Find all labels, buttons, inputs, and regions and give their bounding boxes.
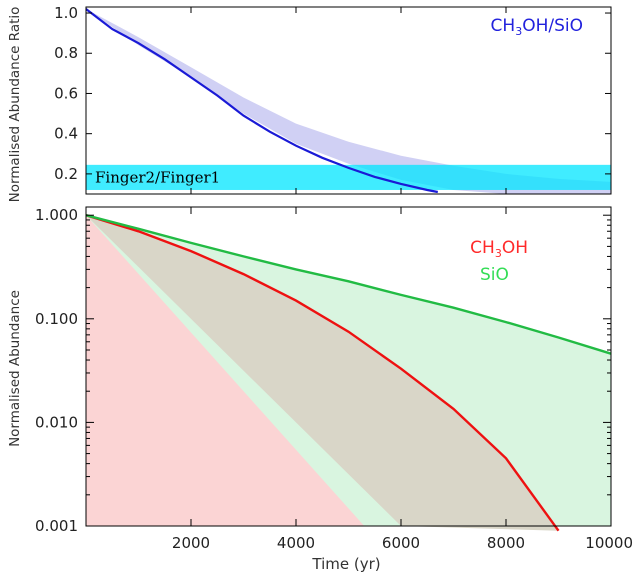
- legend-text-part: CH: [470, 238, 495, 258]
- top-y-tick-label: 0.4: [54, 125, 78, 143]
- x-axis-title: Time (yr): [311, 555, 380, 573]
- shaded-range-ch3oh-sio: [86, 9, 611, 194]
- bottom-y-tick-label: 0.100: [35, 310, 78, 328]
- series-line-ch3oh-sio: [85, 8, 439, 194]
- top-y-tick-label: 1.0: [54, 4, 78, 22]
- top-y-tick-label: 0.2: [54, 165, 78, 183]
- bottom-plot-frame: [85, 206, 612, 527]
- x-tick-label: 2000: [172, 534, 210, 552]
- legend-ch3oh: CH3OH: [470, 238, 528, 260]
- series-line-ch3oh: [85, 214, 560, 532]
- top-shaded-range: [86, 9, 611, 194]
- shaded-range-ch3oh: [86, 215, 365, 526]
- legend-subscript: 3: [495, 247, 502, 260]
- bottom-shaded-ranges: [86, 215, 611, 531]
- bottom-y-tick-label: 0.001: [35, 517, 78, 535]
- top-y-axis-title: Normalised Abundance Ratio: [7, 7, 23, 203]
- legend-text-part: OH/SiO: [522, 16, 583, 36]
- top-y-tick-label: 0.8: [54, 44, 78, 62]
- legend-text-part: SiO: [480, 265, 509, 285]
- top-y-tick-label: 0.6: [54, 84, 78, 102]
- x-tick-label: 4000: [277, 534, 315, 552]
- top-plot-frame: [85, 6, 612, 195]
- legend-sio: SiO: [480, 265, 509, 285]
- top-ticks: 1.0 0.8 0.6 0.4 0.2: [54, 4, 612, 194]
- bottom-panel: 1.000 0.100 0.010 0.001 2000 4000 6000 8000 1000…: [7, 206, 633, 573]
- bottom-y-tick-label: 0.010: [35, 413, 78, 431]
- legend-text-part: CH: [491, 16, 516, 36]
- legend-subscript: 3: [515, 25, 522, 38]
- top-panel: Finger2/Finger1 1.0 0.8 0.6 0.4 0.2 CH3OH/Si…: [7, 4, 612, 203]
- bottom-series-lines: [85, 214, 612, 532]
- legend-text-part: OH: [502, 238, 528, 258]
- bottom-y-tick-label: 1.000: [35, 206, 78, 224]
- bottom-ticks: 1.000 0.100 0.010 0.001 2000 4000 6000 8000 1000…: [35, 206, 633, 552]
- x-tick-label: 6000: [382, 534, 420, 552]
- legend-ch3oh-sio: CH3OH/SiO: [491, 16, 583, 38]
- series-line-sio: [85, 214, 612, 355]
- band-label: Finger2/Finger1: [95, 168, 220, 186]
- shaded-range-overlap: [86, 215, 559, 531]
- x-tick-label: 8000: [487, 534, 525, 552]
- bottom-y-axis-title: Normalised Abundance: [7, 290, 23, 447]
- x-tick-label: 10000: [585, 534, 633, 552]
